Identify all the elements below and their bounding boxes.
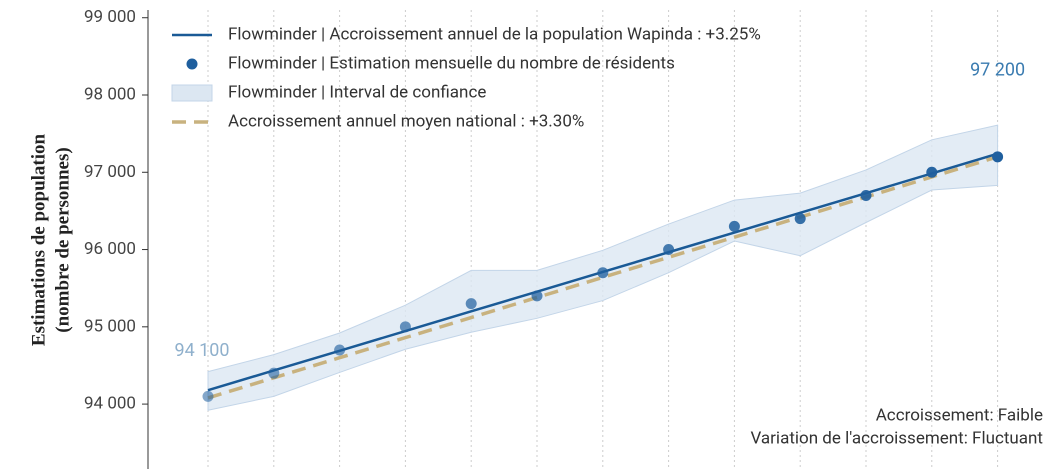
data-point <box>399 321 411 333</box>
annotation: Variation de l'accroissement: Fluctuant <box>750 428 1043 448</box>
y-axis-label: Estimations de population <box>28 133 49 346</box>
data-point <box>992 151 1004 163</box>
value-label: 94 100 <box>174 340 229 361</box>
data-point <box>531 290 543 302</box>
y-tick-label: 94 000 <box>84 394 136 414</box>
y-tick-label: 98 000 <box>84 84 136 104</box>
data-point <box>728 220 740 232</box>
legend-swatch <box>186 58 198 70</box>
legend: Flowminder | Accroissement annuel de la … <box>171 24 761 131</box>
data-point <box>334 344 346 356</box>
data-point <box>202 390 214 402</box>
data-point <box>794 213 806 225</box>
value-label: 97 200 <box>970 60 1025 81</box>
data-point <box>860 189 872 201</box>
legend-label: Flowminder | Interval de confiance <box>228 82 486 102</box>
y-axis-label: (nombre de personnes) <box>52 147 73 332</box>
y-tick-label: 96 000 <box>84 239 136 259</box>
data-point <box>926 166 938 178</box>
data-point <box>465 298 477 310</box>
legend-label: Flowminder | Estimation mensuelle du nom… <box>228 53 675 73</box>
y-tick-label: 99 000 <box>84 7 136 27</box>
legend-label: Flowminder | Accroissement annuel de la … <box>228 24 761 44</box>
data-point <box>597 267 609 279</box>
data-point <box>663 244 675 256</box>
data-point <box>268 367 280 379</box>
legend-swatch <box>171 84 213 102</box>
legend-label: Accroissement annuel moyen national : +3… <box>228 111 584 131</box>
y-tick-label: 97 000 <box>84 162 136 182</box>
y-tick-label: 95 000 <box>84 316 136 336</box>
annotation: Accroissement: Faible <box>876 405 1043 425</box>
